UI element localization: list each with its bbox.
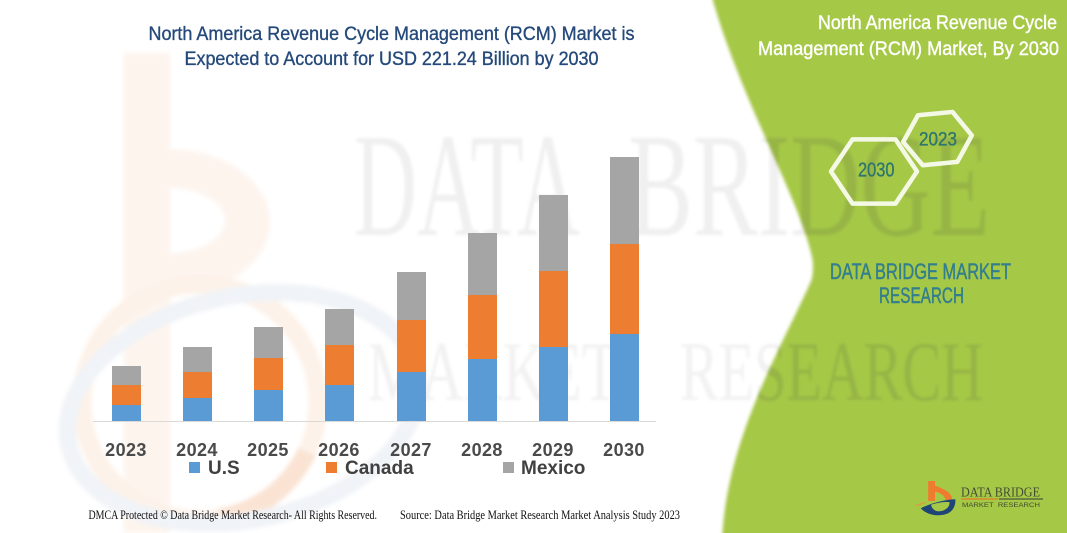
svg-text:Management (RCM) Market, By 20: Management (RCM) Market, By 2030 — [758, 38, 1059, 60]
svg-text:DATA BRIDGE MARKET: DATA BRIDGE MARKET — [830, 259, 1011, 284]
svg-text:RESEARCH: RESEARCH — [680, 325, 983, 419]
svg-text:MARKET RESEARCH: MARKET RESEARCH — [962, 502, 1040, 509]
svg-text:Source: Data Bridge Market Res: Source: Data Bridge Market Research Mark… — [400, 508, 680, 522]
svg-text:DATA BRIDGE: DATA BRIDGE — [961, 485, 1040, 500]
svg-text:RESEARCH: RESEARCH — [879, 283, 964, 308]
svg-text:DMCA Protected © Data Bridge M: DMCA Protected © Data Bridge Market Rese… — [89, 508, 378, 522]
svg-text:North America Revenue Cycle Ma: North America Revenue Cycle Management (… — [149, 23, 635, 45]
svg-text:Expected to Account for USD 22: Expected to Account for USD 221.24 Billi… — [185, 48, 599, 70]
svg-text:2030: 2030 — [858, 159, 895, 182]
svg-text:BRIDGE: BRIDGE — [628, 104, 990, 268]
svg-text:North America Revenue Cycle: North America Revenue Cycle — [818, 12, 1057, 34]
svg-text:2023: 2023 — [919, 130, 957, 151]
